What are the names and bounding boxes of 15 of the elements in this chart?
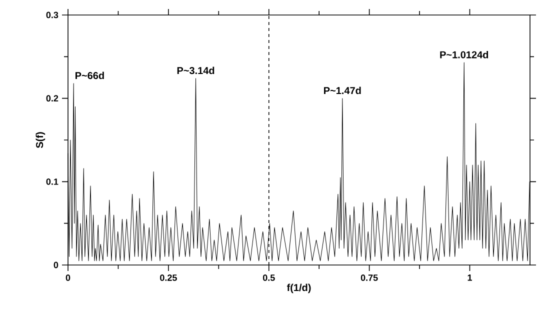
x-axis-title: f(1/d) xyxy=(286,284,311,294)
y-tick-label: 0.3 xyxy=(46,12,58,18)
x-tick-label: 0.5 xyxy=(262,274,275,281)
annotation: P~1.0124d xyxy=(440,50,488,58)
y-tick-label: 0.1 xyxy=(46,178,58,185)
x-tick-label: 0.25 xyxy=(160,274,177,281)
y-tick-label: 0.2 xyxy=(46,95,58,102)
y-axis-title: S(f) xyxy=(36,132,46,148)
y-tick-label: 0 xyxy=(54,262,58,268)
x-tick-label: 0.75 xyxy=(360,274,378,281)
annotation: P~66d xyxy=(76,72,104,80)
x-tick-label: 1 xyxy=(468,274,472,281)
annotation: P~3.14d xyxy=(177,66,214,74)
x-tick-label: 0 xyxy=(66,274,70,281)
annotation: P~1.47d xyxy=(324,86,361,94)
